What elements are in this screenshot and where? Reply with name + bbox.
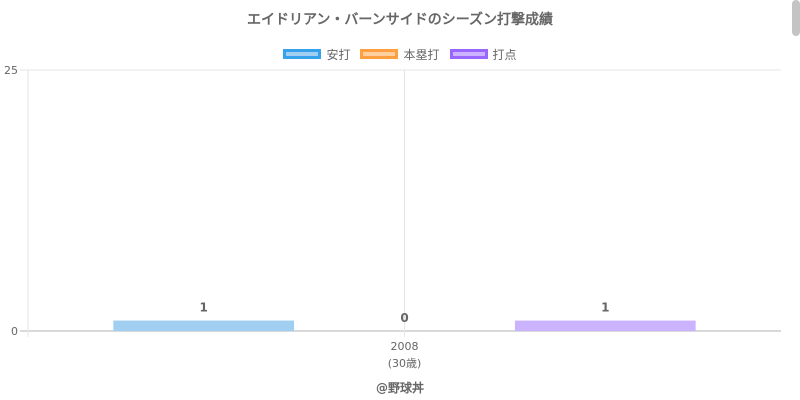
- legend-swatch-rbi: [449, 49, 488, 59]
- chart-title: エイドリアン・バーンサイドのシーズン打撃成績: [246, 12, 554, 28]
- chart-legend: 安打 本塁打 打点: [0, 45, 800, 63]
- legend-item-rbi[interactable]: 打点: [449, 46, 517, 63]
- legend-label-rbi: 打点: [492, 47, 517, 62]
- watermark-credit: @野球丼: [375, 381, 424, 395]
- legend-swatch-home-runs: [360, 49, 399, 59]
- y-tick-label: 0: [11, 325, 18, 338]
- y-tick-labels: 0 25: [4, 64, 18, 338]
- x-tick-labels: 2008 (30歳): [388, 340, 422, 370]
- bar: [113, 320, 295, 331]
- legend-label-home-runs: 本塁打: [403, 47, 440, 62]
- grid-lines: [20, 69, 781, 337]
- data-label: 0: [400, 311, 408, 325]
- data-labels: 1 0 1: [200, 301, 610, 325]
- legend-swatch-hits: [283, 49, 322, 59]
- bars: [113, 320, 696, 331]
- data-label: 1: [200, 301, 208, 315]
- legend-label-hits: 安打: [326, 47, 351, 62]
- bar: [514, 320, 696, 331]
- data-label: 1: [601, 301, 609, 315]
- scrollbar-thumb[interactable]: [792, 0, 800, 36]
- legend-item-home-runs[interactable]: 本塁打: [360, 46, 440, 63]
- x-tick-label: 2008: [391, 340, 419, 353]
- y-tick-label: 25: [4, 64, 18, 77]
- legend-item-hits[interactable]: 安打: [283, 46, 350, 63]
- x-tick-sublabel: (30歳): [388, 357, 422, 370]
